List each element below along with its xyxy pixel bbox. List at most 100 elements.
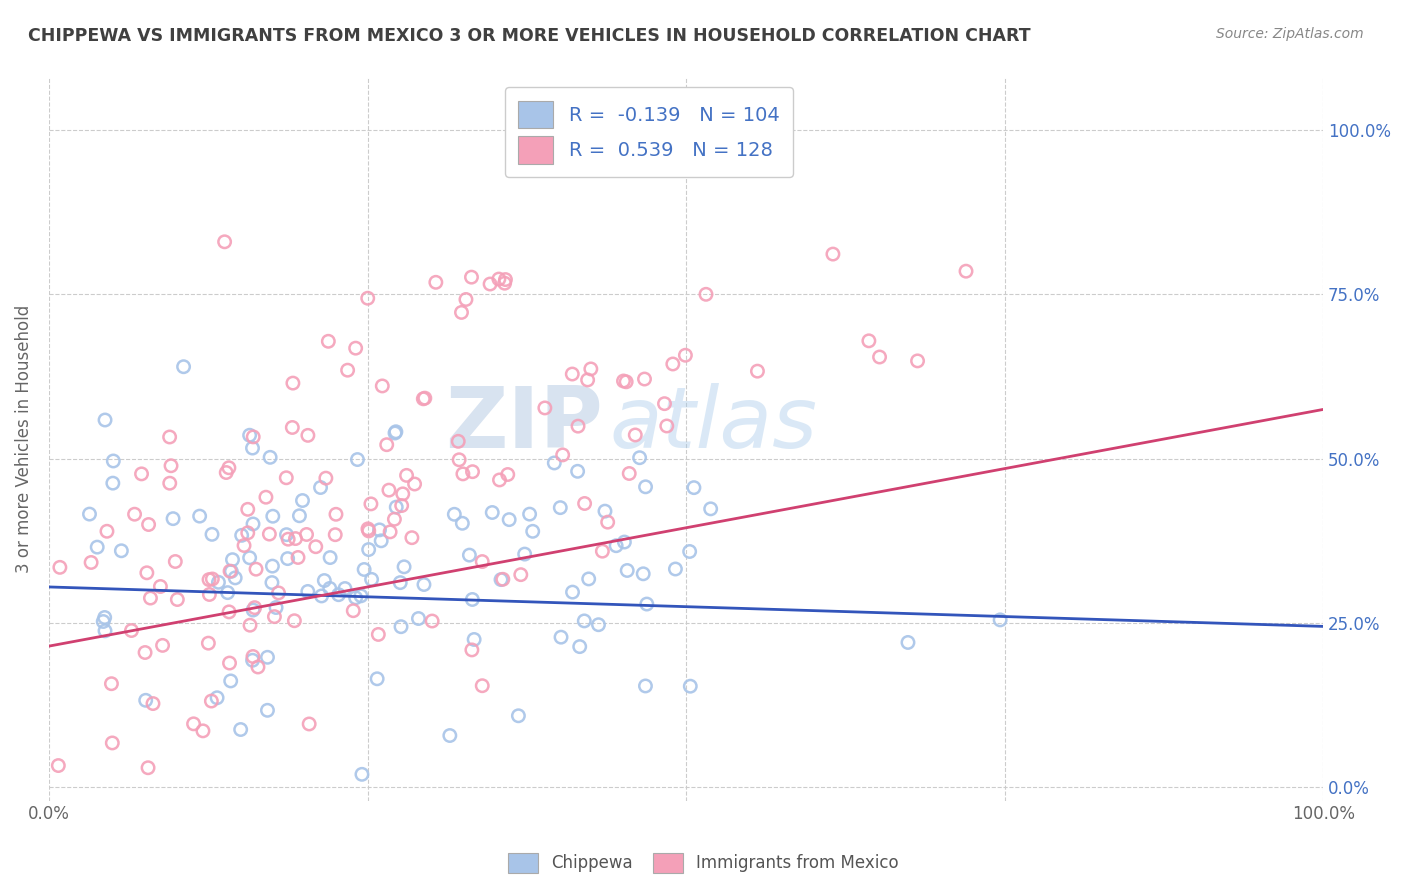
Point (391, 487, 413, 501)
Point (616, 564, 638, 578)
Point (264, 600, 287, 615)
Point (342, 604, 364, 618)
Point (287, 550, 309, 565)
Point (413, 391, 436, 405)
Point (309, 481, 332, 495)
Point (404, 477, 426, 491)
Point (679, 544, 702, 558)
Point (96, 524, 118, 539)
Point (350, 767, 373, 781)
Point (412, 392, 434, 406)
Point (408, 611, 430, 625)
Legend: Chippewa, Immigrants from Mexico: Chippewa, Immigrants from Mexico (501, 847, 905, 880)
Point (100, 676, 122, 690)
Point (479, 277, 502, 291)
Point (254, 490, 277, 504)
Point (425, 275, 447, 289)
Point (588, 617, 610, 632)
Point (262, 509, 284, 524)
Point (94, 624, 117, 638)
Point (242, 441, 264, 455)
Point (344, 591, 367, 605)
Point (605, 539, 627, 553)
Point (215, 466, 238, 480)
Point (471, 679, 494, 693)
Point (593, 504, 616, 518)
Point (655, 419, 678, 434)
Point (277, 551, 299, 566)
Point (350, 589, 373, 603)
Point (91, 615, 114, 629)
Point (550, 630, 572, 644)
Point (460, 270, 482, 285)
Point (574, 496, 596, 510)
Point (636, 597, 658, 611)
Point (201, 527, 224, 541)
Point (134, 646, 156, 660)
Point (634, 480, 657, 494)
Point (401, 531, 423, 545)
Point (614, 375, 637, 389)
Point (239, 550, 262, 565)
Point (451, 467, 474, 481)
Point (256, 703, 278, 717)
Point (218, 656, 240, 670)
Point (297, 428, 319, 442)
Point (385, 500, 408, 515)
Point (513, 547, 536, 561)
Point (378, 524, 401, 539)
Point (79, 507, 101, 521)
Point (551, 448, 574, 462)
Point (747, 364, 769, 378)
Point (662, 357, 685, 371)
Point (519, 507, 541, 521)
Point (384, 512, 406, 526)
Point (578, 572, 600, 586)
Point (543, 456, 565, 470)
Point (295, 527, 318, 541)
Point (634, 679, 657, 693)
Point (346, 452, 368, 467)
Point (160, 458, 183, 473)
Point (391, 499, 413, 513)
Point (392, 559, 415, 574)
Point (579, 362, 602, 376)
Point (357, 524, 380, 538)
Point (262, 559, 284, 574)
Point (173, 359, 195, 374)
Point (183, 716, 205, 731)
Point (86, 540, 108, 554)
Point (451, 516, 474, 531)
Point (574, 614, 596, 628)
Point (217, 585, 239, 599)
Point (450, 305, 472, 319)
Point (534, 401, 557, 415)
Point (344, 341, 367, 355)
Point (239, 618, 262, 632)
Point (162, 511, 184, 525)
Point (494, 276, 516, 290)
Point (201, 572, 224, 586)
Point (357, 291, 380, 305)
Point (591, 544, 613, 558)
Point (243, 600, 266, 615)
Point (821, 247, 844, 261)
Point (46, 758, 69, 772)
Point (259, 527, 281, 541)
Point (110, 543, 132, 558)
Point (357, 542, 380, 557)
Point (239, 428, 262, 442)
Point (461, 592, 484, 607)
Point (458, 548, 481, 562)
Point (353, 562, 375, 576)
Point (214, 235, 236, 249)
Point (101, 736, 124, 750)
Point (360, 497, 382, 511)
Point (315, 471, 337, 485)
Point (314, 574, 336, 588)
Point (370, 533, 392, 548)
Point (233, 539, 256, 553)
Point (256, 650, 278, 665)
Point (229, 723, 252, 737)
Point (357, 522, 380, 536)
